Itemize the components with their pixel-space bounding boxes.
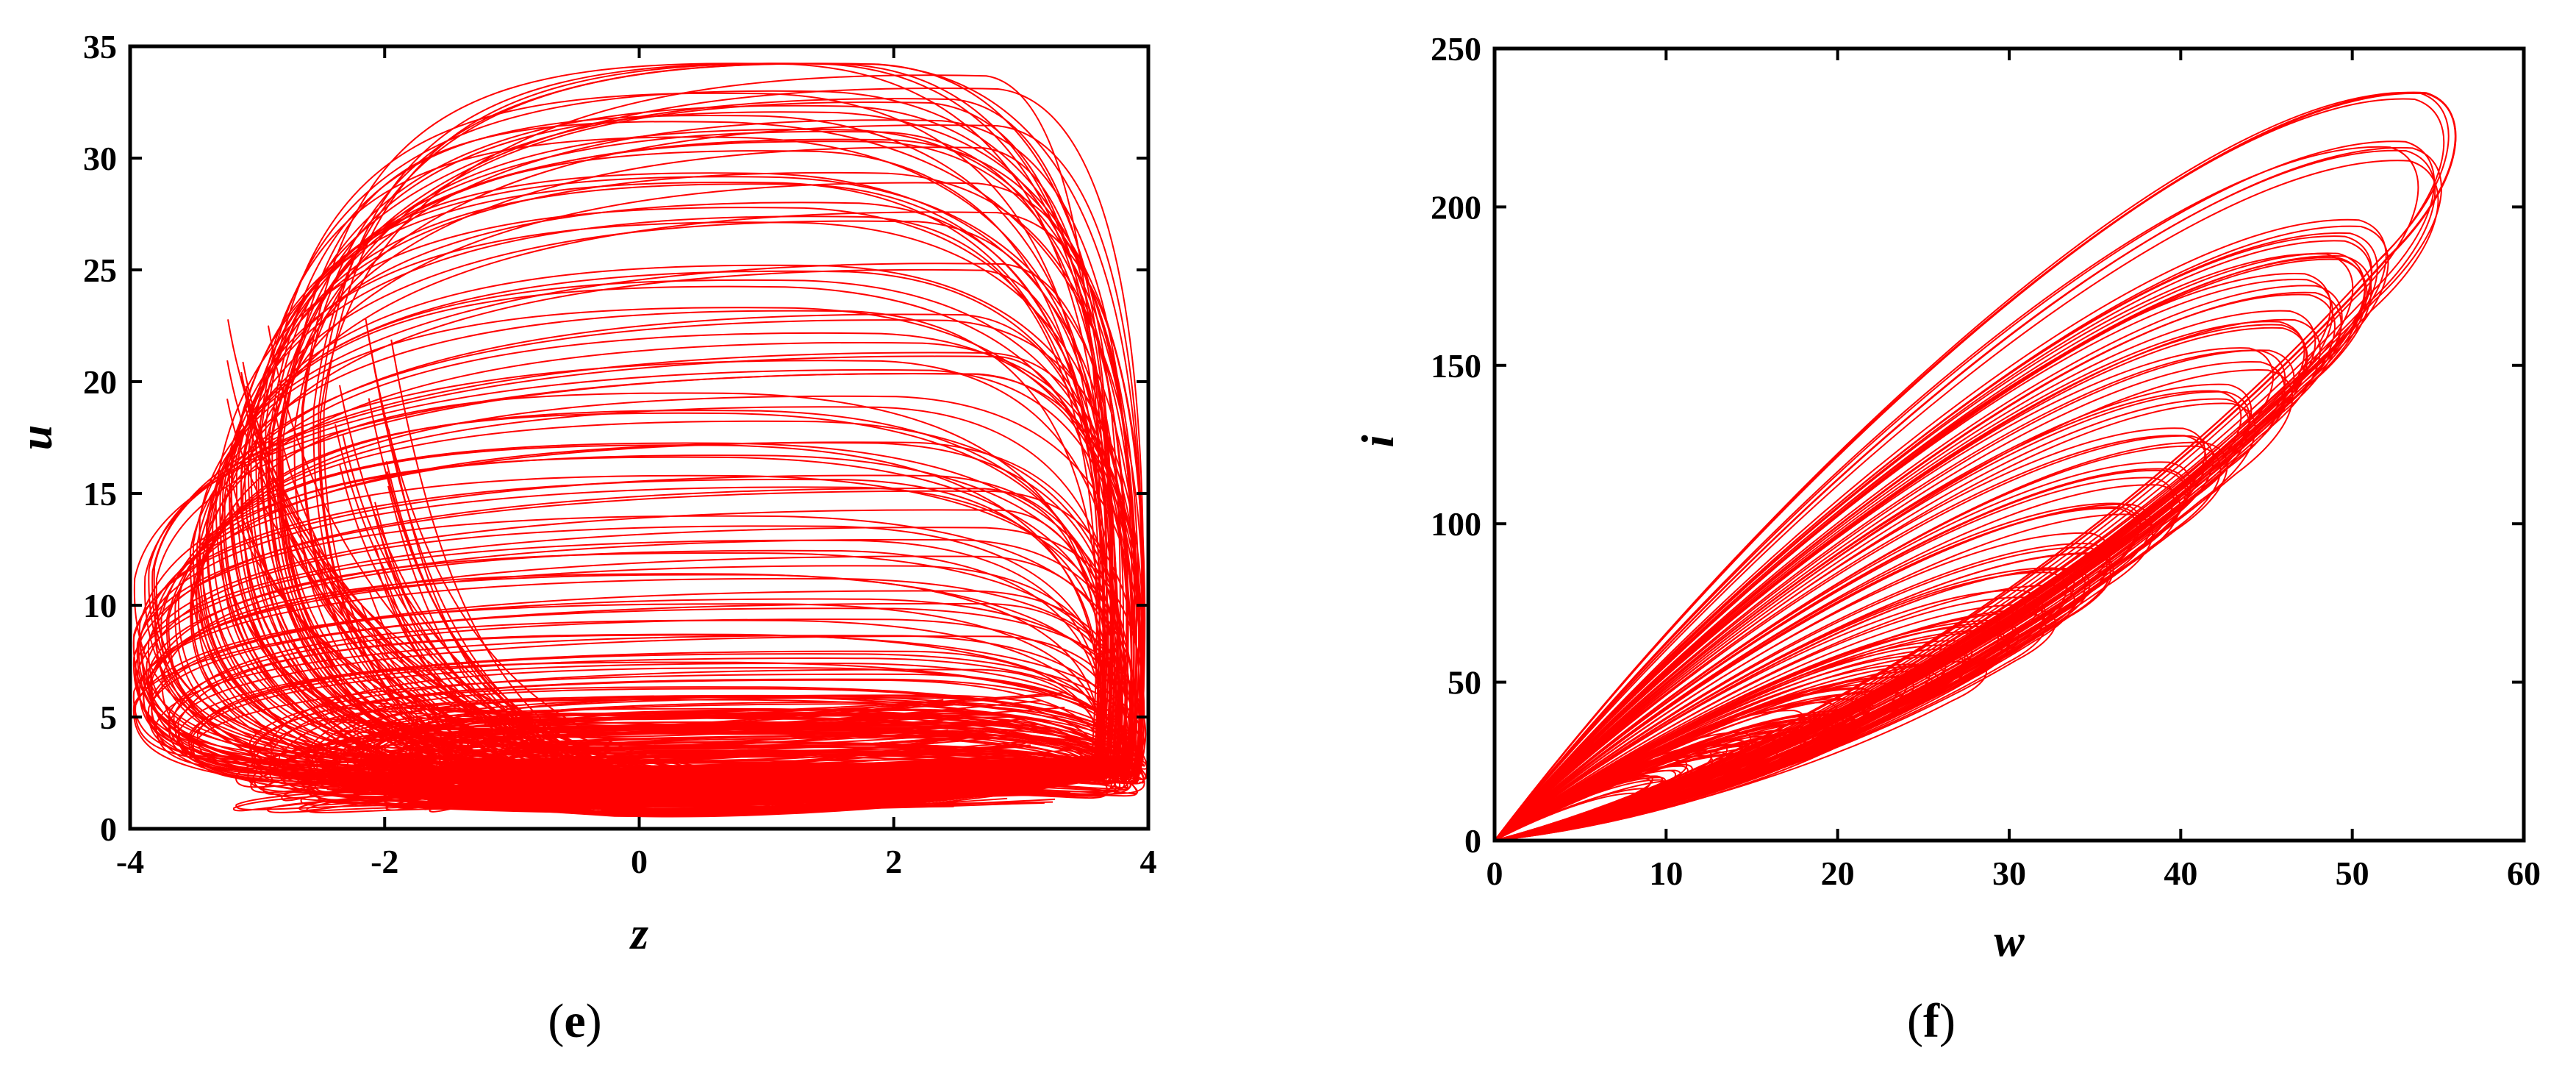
y-axis-label-e: u bbox=[12, 425, 62, 450]
attractor-streak-e bbox=[373, 639, 779, 795]
x-tick-label-e: -2 bbox=[371, 843, 398, 880]
attractor-band-e bbox=[362, 771, 1061, 785]
attractor-loop-f bbox=[1494, 91, 2450, 841]
x-ticks-f: 0 10 20 30 40 50 60 bbox=[1486, 49, 2541, 892]
attractor-loop-f bbox=[1494, 721, 1825, 841]
y-tick-label-e: 35 bbox=[83, 28, 117, 65]
attractor-curves-e bbox=[132, 63, 1148, 818]
x-tick-label-f: 0 bbox=[1486, 855, 1503, 892]
attractor-band-e bbox=[389, 735, 985, 766]
x-tick-label-e: 2 bbox=[885, 843, 902, 880]
y-tick-label-e: 30 bbox=[83, 140, 117, 177]
attractor-band-e bbox=[310, 793, 954, 809]
attractor-loop-e bbox=[278, 696, 1103, 781]
attractor-band-e bbox=[438, 720, 1017, 744]
attractor-streak-e bbox=[227, 319, 708, 795]
caption-e-close: ) bbox=[586, 994, 602, 1048]
attractor-band-e bbox=[341, 729, 948, 746]
attractor-loop-f bbox=[1494, 140, 2436, 841]
y-tick-label-e: 20 bbox=[83, 363, 117, 401]
attractor-band-e bbox=[323, 763, 975, 783]
attractor-loop-f bbox=[1494, 273, 2331, 841]
x-tick-label-f: 10 bbox=[1649, 855, 1683, 892]
y-tick-label-f: 150 bbox=[1431, 347, 1481, 385]
chart-panel-e: -4 -2 0 2 4 0 5 10 15 20 25 30 35 z u (e) bbox=[12, 28, 1157, 1048]
attractor-band-e bbox=[321, 797, 1008, 814]
attractor-loop-f bbox=[1494, 769, 1677, 841]
caption-e: (e) bbox=[548, 994, 601, 1048]
y-tick-label-e: 10 bbox=[83, 587, 117, 624]
caption-e-letter: e bbox=[564, 994, 585, 1048]
y-tick-label-f: 250 bbox=[1431, 30, 1481, 68]
attractor-loop-f bbox=[1494, 390, 2242, 841]
attractor-loop-f bbox=[1494, 779, 1667, 841]
attractor-loop-f bbox=[1494, 752, 1750, 841]
attractor-band-e bbox=[429, 796, 1056, 811]
attractor-band-e bbox=[357, 794, 990, 810]
attractor-band-e bbox=[447, 727, 957, 735]
x-axis-label-f: w bbox=[1994, 916, 2025, 966]
attractor-band-e bbox=[427, 699, 944, 721]
attractor-loop-f bbox=[1494, 253, 2354, 841]
y-tick-label-f: 100 bbox=[1431, 505, 1481, 543]
y-tick-label-e: 5 bbox=[100, 699, 117, 736]
attractor-loop-f bbox=[1494, 252, 2366, 841]
attractor-band-e bbox=[371, 760, 955, 774]
y-tick-label-e: 15 bbox=[83, 475, 117, 513]
attractor-band-e bbox=[405, 739, 945, 750]
caption-f-open: ( bbox=[1907, 994, 1923, 1048]
x-tick-label-f: 30 bbox=[1992, 855, 2026, 892]
attractor-streak-e bbox=[232, 485, 815, 788]
x-ticks-e: -4 -2 0 2 4 bbox=[116, 46, 1157, 880]
caption-f: (f) bbox=[1907, 994, 1956, 1048]
attractor-band-e bbox=[434, 745, 1031, 763]
caption-f-letter: f bbox=[1923, 994, 1940, 1048]
x-tick-label-f: 60 bbox=[2507, 855, 2541, 892]
attractor-loop-f bbox=[1494, 160, 2439, 841]
y-tick-label-e: 0 bbox=[100, 810, 117, 848]
y-tick-label-f: 200 bbox=[1431, 188, 1481, 226]
x-tick-label-e: 0 bbox=[631, 843, 648, 880]
caption-f-close: ) bbox=[1939, 994, 1956, 1048]
attractor-band-e bbox=[414, 706, 1065, 728]
x-axis-label-e: z bbox=[629, 909, 648, 959]
y-tick-label-f: 50 bbox=[1448, 664, 1481, 702]
x-tick-label-f: 50 bbox=[2336, 855, 2369, 892]
x-tick-label-f: 20 bbox=[1821, 855, 1855, 892]
attractor-loop-f bbox=[1494, 92, 2457, 841]
x-tick-label-e: 4 bbox=[1140, 843, 1157, 880]
attractor-loop-f bbox=[1494, 435, 2207, 841]
attractor-band-e bbox=[460, 720, 990, 752]
x-tick-label-e: -4 bbox=[116, 843, 144, 880]
y-tick-label-f: 0 bbox=[1464, 822, 1481, 860]
y-ticks-e: 0 5 10 15 20 25 30 35 bbox=[83, 28, 1148, 848]
attractor-curves-f bbox=[1494, 91, 2457, 841]
y-axis-label-f: i bbox=[1353, 435, 1403, 447]
chart-panel-f: 0 10 20 30 40 50 60 0 50 100 150 200 250 w i (f) bbox=[1353, 30, 2541, 1048]
x-tick-label-f: 40 bbox=[2164, 855, 2197, 892]
y-tick-label-e: 25 bbox=[83, 252, 117, 289]
attractor-loop-f bbox=[1494, 279, 2333, 841]
attractor-band-e bbox=[326, 714, 931, 732]
attractor-band-e bbox=[406, 735, 1015, 758]
attractor-loop-f bbox=[1494, 324, 2307, 841]
attractor-loop-f bbox=[1494, 720, 1839, 841]
attractor-band-e bbox=[457, 778, 1013, 803]
attractor-band-e bbox=[368, 727, 1040, 749]
attractor-band-e bbox=[378, 691, 1066, 715]
caption-e-open: ( bbox=[548, 994, 564, 1048]
y-ticks-f: 0 50 100 150 200 250 bbox=[1431, 30, 2524, 860]
